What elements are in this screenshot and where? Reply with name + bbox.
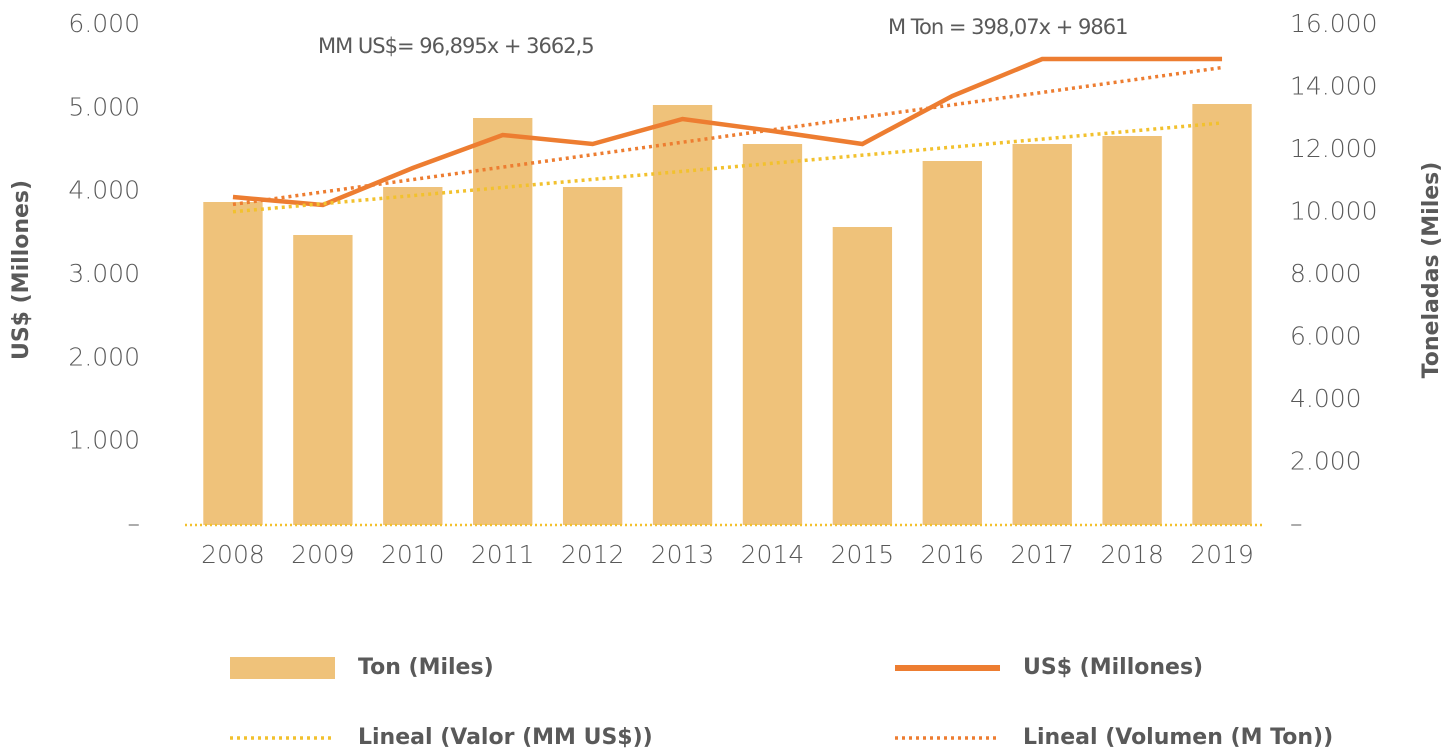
bar	[1192, 104, 1252, 525]
y-tick-label: 3.000	[68, 259, 140, 288]
bar	[652, 105, 713, 525]
y-tick-label: 5.000	[68, 92, 140, 121]
y-tick-label: –	[128, 509, 141, 538]
line	[232, 121, 1223, 214]
y2-tick-label: 4.000	[1290, 384, 1362, 413]
bar	[383, 187, 443, 525]
bar	[1102, 136, 1162, 525]
x-tick-label: 2014	[741, 540, 805, 569]
y2-tick-label: 16.000	[1290, 9, 1377, 38]
legend-label: US$ (Millones)	[1023, 655, 1203, 680]
legend-label: Ton (Miles)	[358, 655, 494, 680]
legend-label: Lineal (Valor (MM US$))	[358, 725, 653, 750]
x-tick-label: 2009	[291, 540, 355, 569]
x-tick-label: 2008	[201, 540, 265, 569]
x-tick-label: 2010	[381, 540, 445, 569]
y2-axis-title: Toneladas (Miles)	[1419, 162, 1444, 379]
bar	[473, 118, 533, 525]
bar	[742, 144, 803, 525]
annotation: M Ton = 398,07x + 9861	[888, 15, 1127, 39]
y2-tick-label: 14.000	[1290, 72, 1377, 101]
x-tick-label: 2012	[561, 540, 625, 569]
x-tick-label: 2011	[471, 540, 535, 569]
bar	[562, 187, 623, 525]
y-tick-label: 4.000	[68, 176, 140, 205]
y2-tick-label: 2.000	[1290, 447, 1362, 476]
y2-tick-label: 12.000	[1290, 134, 1377, 163]
bar	[922, 161, 982, 525]
x-tick-label: 2018	[1100, 540, 1164, 569]
line	[232, 65, 1223, 207]
y2-tick-label: 10.000	[1290, 197, 1377, 226]
x-tick-label: 2013	[651, 540, 715, 569]
x-tick-label: 2015	[831, 540, 895, 569]
line	[232, 56, 1223, 208]
x-tick-label: 2016	[920, 540, 984, 569]
y2-tick-label: 6.000	[1290, 322, 1362, 351]
bar	[203, 202, 263, 525]
legend-swatch	[230, 657, 335, 679]
y-tick-label: 6.000	[68, 9, 140, 38]
y2-tick-label: 8.000	[1290, 259, 1362, 288]
bar	[293, 235, 353, 525]
x-tick-label: 2017	[1010, 540, 1074, 569]
y-axis-title: US$ (Millones)	[9, 180, 34, 360]
y-tick-label: 2.000	[68, 342, 140, 371]
annotation: MM US$= 96,895x + 3662,5	[318, 34, 594, 58]
bar	[832, 227, 893, 525]
y-tick-label: 1.000	[68, 426, 140, 455]
bar	[1012, 144, 1072, 525]
y2-tick-label: –	[1290, 509, 1303, 538]
legend-label: Lineal (Volumen (M Ton))	[1023, 725, 1333, 750]
x-tick-label: 2019	[1190, 540, 1254, 569]
